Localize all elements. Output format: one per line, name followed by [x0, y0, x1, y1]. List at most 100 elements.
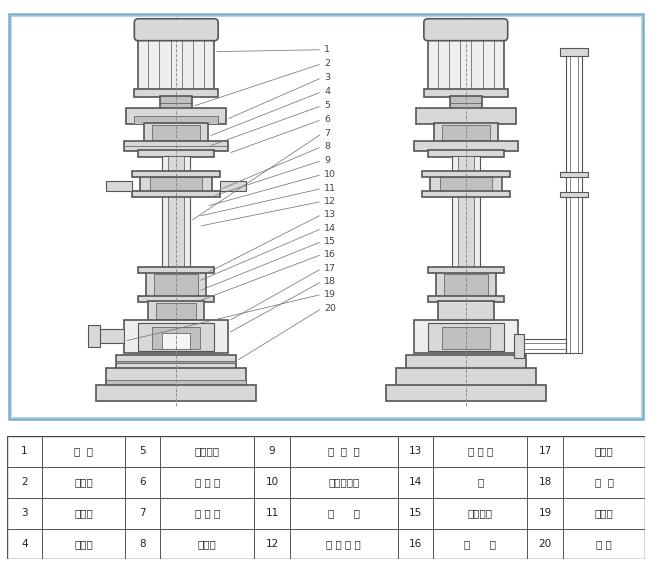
Bar [132, 172, 220, 177]
Bar [96, 329, 125, 343]
Text: 5: 5 [140, 446, 146, 456]
Text: 叶      轮: 叶 轮 [464, 539, 496, 549]
Bar [396, 368, 536, 386]
Bar [422, 191, 510, 198]
Bar [458, 156, 474, 273]
Text: 12: 12 [265, 539, 278, 549]
Text: 19: 19 [539, 508, 552, 518]
Bar [428, 323, 504, 351]
Bar [386, 385, 546, 401]
Text: 上机械密封: 上机械密封 [328, 477, 359, 487]
Bar [444, 274, 488, 296]
Text: 11: 11 [324, 184, 336, 193]
Text: 6: 6 [140, 477, 146, 487]
Text: 加 长 轴: 加 长 轴 [195, 508, 220, 518]
Text: 出水管: 出水管 [595, 508, 614, 518]
Text: 叶轮联母: 叶轮联母 [468, 508, 493, 518]
Bar [428, 296, 504, 302]
Bar [138, 30, 214, 91]
Bar [140, 176, 212, 194]
Text: 联轴器: 联轴器 [74, 477, 93, 487]
Text: 下  轴  承: 下 轴 承 [328, 446, 360, 456]
Text: 支撑管: 支撑管 [198, 539, 216, 549]
Bar [424, 89, 508, 97]
Bar [153, 124, 200, 140]
Text: 17: 17 [324, 264, 336, 273]
Text: 18: 18 [539, 477, 552, 487]
Bar [438, 301, 494, 321]
Bar [96, 385, 256, 401]
Text: 10: 10 [324, 170, 336, 179]
Text: 14: 14 [324, 224, 336, 233]
Bar [428, 30, 504, 91]
Text: 泵  体: 泵 体 [595, 477, 614, 487]
Bar [106, 368, 246, 386]
Text: 密封环: 密封环 [595, 446, 614, 456]
Bar [450, 95, 482, 108]
Text: 3: 3 [324, 73, 330, 82]
Bar [153, 327, 200, 349]
Text: 2: 2 [21, 477, 27, 487]
Text: 5: 5 [324, 101, 330, 110]
Bar [442, 327, 490, 349]
Text: 16: 16 [324, 250, 336, 259]
Bar [89, 325, 100, 347]
Bar [414, 320, 518, 353]
Bar [559, 48, 587, 56]
Bar [116, 361, 236, 363]
Bar [428, 149, 504, 157]
FancyBboxPatch shape [424, 19, 508, 41]
Text: 电机座: 电机座 [74, 508, 93, 518]
Text: 4: 4 [21, 539, 27, 549]
Bar [428, 268, 504, 273]
Text: 9: 9 [269, 446, 275, 456]
Text: 3: 3 [21, 508, 27, 518]
Bar [155, 274, 198, 296]
Bar [134, 89, 218, 97]
Bar [126, 107, 226, 124]
Text: 后 盖 板: 后 盖 板 [467, 446, 493, 456]
Bar [422, 172, 510, 177]
Bar [514, 334, 524, 358]
Text: 11: 11 [265, 508, 278, 518]
Text: 14: 14 [409, 477, 422, 487]
Text: 上轴承座: 上轴承座 [195, 446, 220, 456]
Text: 16: 16 [409, 539, 422, 549]
Text: 安 装 盘: 安 装 盘 [195, 477, 220, 487]
Text: 油      室: 油 室 [328, 508, 360, 518]
FancyBboxPatch shape [134, 19, 218, 41]
Text: 15: 15 [409, 508, 422, 518]
Bar [106, 380, 246, 386]
Bar [452, 156, 480, 273]
Bar [416, 107, 516, 124]
Bar [125, 140, 228, 151]
Bar [148, 301, 204, 321]
Text: 9: 9 [324, 156, 330, 165]
Bar [566, 52, 582, 353]
Text: 15: 15 [324, 237, 336, 246]
Bar [160, 95, 192, 108]
Bar [144, 123, 208, 141]
Bar [430, 176, 502, 194]
Text: 13: 13 [324, 210, 336, 219]
Text: 4: 4 [324, 87, 330, 96]
Bar [436, 272, 496, 298]
Text: 上轴承: 上轴承 [74, 539, 93, 549]
Bar [559, 193, 587, 198]
Text: 13: 13 [409, 446, 422, 456]
Text: 12: 12 [324, 197, 336, 206]
Bar [414, 140, 518, 151]
Text: 8: 8 [140, 539, 146, 549]
Text: 8: 8 [324, 142, 330, 151]
Bar [442, 124, 490, 140]
Bar [151, 177, 202, 191]
Text: 键: 键 [477, 477, 484, 487]
Bar [162, 156, 190, 273]
Text: 机 械 密 封: 机 械 密 封 [327, 539, 361, 549]
Bar [106, 181, 132, 191]
Text: 1: 1 [324, 45, 330, 54]
Bar [162, 333, 190, 349]
Bar [440, 177, 492, 191]
Bar [168, 156, 185, 273]
Bar [220, 181, 246, 191]
